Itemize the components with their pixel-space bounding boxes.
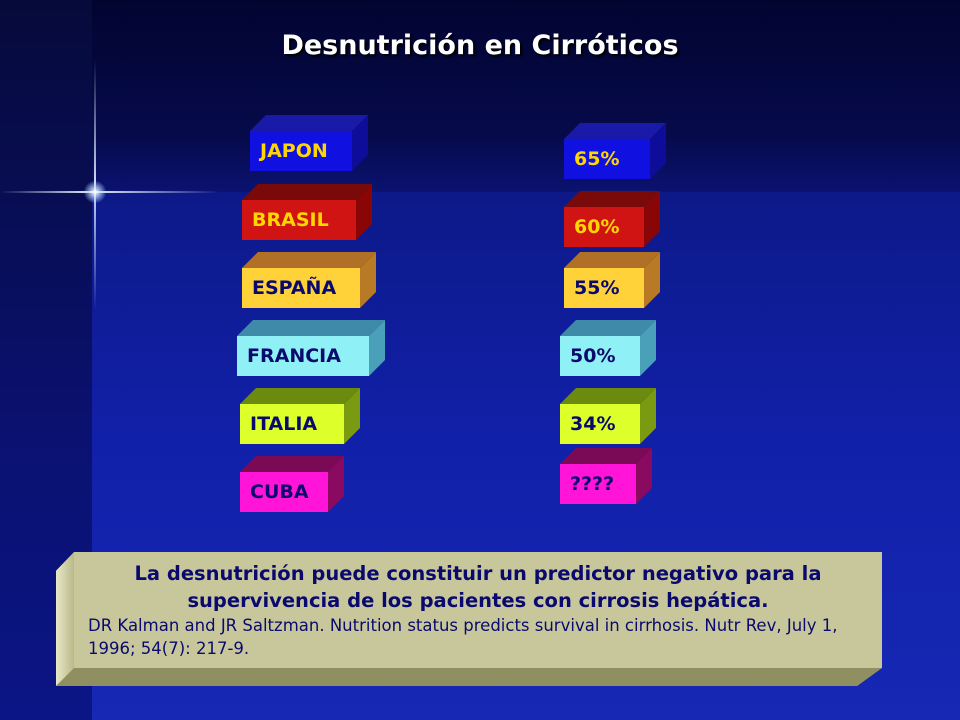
caption-face: La desnutrición puede constituir un pred… bbox=[74, 552, 882, 668]
country-0-value-front-face bbox=[564, 139, 650, 179]
country-0-value-top-face bbox=[564, 123, 666, 139]
country-5-value-block: ???? bbox=[560, 448, 652, 504]
country-2-value-top-face bbox=[564, 252, 660, 268]
country-3-name-shape bbox=[237, 320, 385, 376]
country-3-name-top-face bbox=[237, 320, 385, 336]
country-5-name-shape bbox=[240, 456, 344, 512]
caption-bevel-bottom bbox=[56, 668, 882, 686]
country-3-value-top-face bbox=[560, 320, 656, 336]
country-0-value-block: 65% bbox=[564, 123, 666, 179]
country-0-name-top-face bbox=[250, 115, 368, 131]
country-2-value-front-face bbox=[564, 268, 644, 308]
country-5-name-block: CUBA bbox=[240, 456, 344, 512]
country-0-value-shape bbox=[564, 123, 666, 179]
caption-bevel-left bbox=[56, 552, 74, 686]
caption-box: La desnutrición puede constituir un pred… bbox=[56, 552, 882, 686]
country-5-name-label: CUBA bbox=[250, 481, 309, 503]
country-4-name-top-face bbox=[240, 388, 360, 404]
country-1-name-front-face bbox=[242, 200, 356, 240]
country-1-name-label: BRASIL bbox=[252, 209, 329, 231]
country-3-value-shape bbox=[560, 320, 656, 376]
background-top-band bbox=[92, 0, 960, 192]
country-5-value-side-face bbox=[636, 448, 652, 504]
country-0-name-front-face bbox=[250, 131, 352, 171]
country-3-value-block: 50% bbox=[560, 320, 656, 376]
caption-ref-authors: DR Kalman and JR Saltzman bbox=[88, 616, 320, 635]
country-2-name-label: ESPAÑA bbox=[252, 277, 337, 299]
country-0-name-block: JAPON bbox=[250, 115, 368, 171]
country-3-name-front-face bbox=[237, 336, 369, 376]
sparkle-icon bbox=[84, 181, 106, 203]
country-5-value-shape bbox=[560, 448, 652, 504]
country-3-value-label: 50% bbox=[570, 345, 616, 367]
country-2-name-front-face bbox=[242, 268, 360, 308]
caption-ref-rest: . Nutrition status predicts survival in … bbox=[88, 616, 838, 658]
country-1-name-shape bbox=[242, 184, 372, 240]
country-1-name-top-face bbox=[242, 184, 372, 200]
country-2-value-label: 55% bbox=[574, 277, 620, 299]
sparkle-horizontal bbox=[0, 191, 220, 193]
country-3-name-side-face bbox=[369, 320, 385, 376]
country-0-value-label: 65% bbox=[574, 148, 620, 170]
country-5-name-top-face bbox=[240, 456, 344, 472]
country-1-name-block: BRASIL bbox=[242, 184, 372, 240]
country-0-value-side-face bbox=[650, 123, 666, 179]
country-0-name-label: JAPON bbox=[260, 140, 328, 162]
country-2-value-block: 55% bbox=[564, 252, 660, 308]
country-4-name-label: ITALIA bbox=[250, 413, 318, 435]
country-4-value-label: 34% bbox=[570, 413, 616, 435]
country-0-name-shape bbox=[250, 115, 368, 171]
country-5-name-side-face bbox=[328, 456, 344, 512]
caption-reference: DR Kalman and JR Saltzman. Nutrition sta… bbox=[88, 614, 868, 660]
country-4-name-block: ITALIA bbox=[240, 388, 360, 444]
country-1-value-shape bbox=[564, 191, 660, 247]
country-4-name-shape bbox=[240, 388, 360, 444]
country-4-name-front-face bbox=[240, 404, 344, 444]
country-4-value-front-face bbox=[560, 404, 640, 444]
country-4-name-side-face bbox=[344, 388, 360, 444]
country-4-value-block: 34% bbox=[560, 388, 656, 444]
country-2-value-shape bbox=[564, 252, 660, 308]
country-0-name-side-face bbox=[352, 115, 368, 171]
country-1-value-front-face bbox=[564, 207, 644, 247]
country-3-value-side-face bbox=[640, 320, 656, 376]
country-2-name-shape bbox=[242, 252, 376, 308]
country-5-name-front-face bbox=[240, 472, 328, 512]
country-5-value-label: ???? bbox=[570, 473, 615, 495]
country-3-name-block: FRANCIA bbox=[237, 320, 385, 376]
country-1-value-top-face bbox=[564, 191, 660, 207]
country-2-name-top-face bbox=[242, 252, 376, 268]
country-1-value-label: 60% bbox=[574, 216, 620, 238]
country-4-value-shape bbox=[560, 388, 656, 444]
country-5-value-top-face bbox=[560, 448, 652, 464]
country-5-value-front-face bbox=[560, 464, 636, 504]
country-1-value-block: 60% bbox=[564, 191, 660, 247]
country-4-value-side-face bbox=[640, 388, 656, 444]
slide-title: Desnutrición en Cirróticos bbox=[281, 30, 679, 61]
country-3-name-label: FRANCIA bbox=[247, 345, 341, 367]
country-2-name-side-face bbox=[360, 252, 376, 308]
country-1-name-side-face bbox=[356, 184, 372, 240]
caption-main-text: La desnutrición puede constituir un pred… bbox=[134, 562, 822, 612]
country-3-value-front-face bbox=[560, 336, 640, 376]
country-4-value-top-face bbox=[560, 388, 656, 404]
country-2-value-side-face bbox=[644, 252, 660, 308]
country-2-name-block: ESPAÑA bbox=[242, 252, 376, 308]
country-1-value-side-face bbox=[644, 191, 660, 247]
